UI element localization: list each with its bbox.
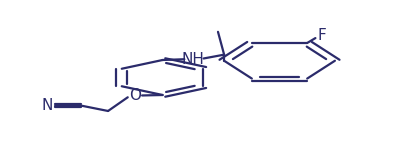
Text: F: F bbox=[317, 28, 326, 43]
Text: O: O bbox=[129, 88, 141, 103]
Text: NH: NH bbox=[182, 52, 205, 67]
Text: N: N bbox=[42, 98, 53, 113]
